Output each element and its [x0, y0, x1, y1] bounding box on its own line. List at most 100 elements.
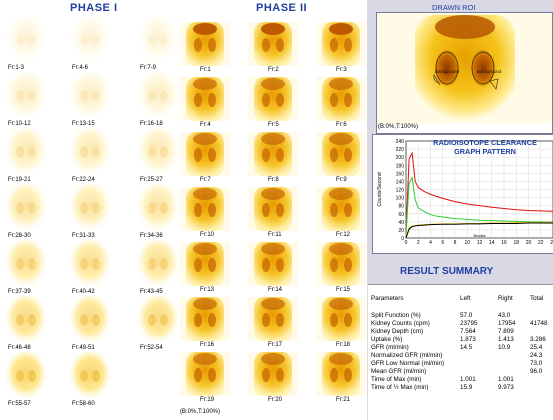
phase1-frame: Fr:19-21: [6, 128, 46, 186]
phase1-frame: Fr:49-51: [70, 296, 110, 354]
summary-right: 9.973: [498, 384, 514, 391]
phase1-frame-label: Fr:49-51: [72, 345, 95, 351]
phase2-frame: Fr:11: [248, 187, 298, 241]
summary-row: Kidney Depth (cm) 7.564 7.809: [368, 328, 553, 335]
phase2-frame-label: Fr:10: [200, 232, 215, 238]
phase1-frame-image: [138, 240, 178, 288]
phase1-frame-image: [70, 128, 110, 176]
summary-param: Time of ½ Max (min): [371, 384, 429, 391]
phase1-frame-image: [6, 352, 46, 400]
phase2-frame: Fr:8: [248, 132, 298, 186]
summary-right: 17954: [498, 320, 516, 327]
phase2-frame-label: Fr:8: [268, 177, 279, 183]
summary-right: 10.9: [498, 344, 511, 351]
x-tick-label: 24: [550, 240, 553, 246]
phase1-frame: Fr:55-57: [6, 352, 46, 410]
summary-param: Uptake (%): [371, 336, 403, 343]
summary-left: 1.873: [460, 336, 476, 343]
summary-row: Time of Max (min) 1.001 1.001: [368, 376, 553, 383]
phase2-frame-label: Fr:17: [268, 342, 283, 348]
phase1-frame-image: [70, 240, 110, 288]
plot-area: [405, 140, 553, 239]
phase1-frame-label: Fr:13-15: [72, 121, 95, 127]
y-tick-label: 240: [396, 139, 405, 145]
phase1-frame-image: [138, 296, 178, 344]
phase2-frame-image: [316, 242, 366, 286]
phase1-frame: Fr:13-15: [70, 72, 110, 130]
phase1-frame-image: [70, 16, 110, 64]
y-tick-label: 80: [398, 204, 404, 210]
phase1-frame-label: Fr:22-24: [72, 177, 95, 183]
x-tick-label: 20: [526, 240, 532, 246]
roi-title: DRAWN ROI: [432, 3, 476, 12]
phase1-frame-label: Fr:4-6: [72, 65, 89, 71]
phase1-frame-label: Fr:25-27: [140, 177, 163, 183]
y-axis-label: Counts/Second: [377, 172, 383, 206]
phase1-frame-label: Fr:55-57: [8, 401, 31, 407]
phase2-frame: Fr:21: [316, 352, 366, 406]
summary-param: Kidney Counts (cpm): [371, 320, 430, 327]
phase2-frame: Fr:19: [180, 352, 230, 406]
y-tick-label: 200: [396, 155, 405, 161]
summary-table: Parameters Left Right Total Split Functi…: [368, 284, 553, 420]
x-tick-label: 4: [429, 240, 432, 246]
series-line-black: [405, 222, 553, 239]
summary-total: 96.0: [530, 368, 543, 375]
phase2-frame-image: [248, 352, 298, 396]
roi-label-right: Background: [477, 69, 502, 74]
summary-row: Mean GFR (ml/min) 96.0: [368, 368, 553, 375]
header-right: Right: [498, 295, 513, 302]
y-tick-label: 40: [398, 220, 404, 226]
phase2-frame-image: [316, 187, 366, 231]
summary-left: 15.9: [460, 384, 473, 391]
phase1-frame-label: Fr:58-60: [72, 401, 95, 407]
phase2-frame-image: [316, 297, 366, 341]
header-total: Total: [530, 295, 544, 302]
summary-left: 14.5: [460, 344, 473, 351]
summary-total: 41748: [530, 320, 548, 327]
summary-row: Time of ½ Max (min) 15.9 9.973: [368, 384, 553, 391]
phase2-frame: Fr:17: [248, 297, 298, 351]
phase2-frame-image: [248, 242, 298, 286]
y-tick-label: 160: [396, 171, 405, 177]
phase1-frame: Fr:4-6: [70, 16, 110, 74]
summary-param: Split Function (%): [371, 312, 421, 319]
phase2-frame: Fr:1: [180, 22, 230, 76]
phase2-frame: Fr:5: [248, 77, 298, 131]
phase1-frame-label: Fr:31-33: [72, 233, 95, 239]
phase1-frame: Fr:16-18: [138, 72, 178, 130]
summary-param: Mean GFR (ml/min): [371, 368, 427, 375]
summary-total: 24.3: [530, 352, 543, 359]
summary-right: 1.413: [498, 336, 514, 343]
summary-left: 57.0: [460, 312, 473, 319]
phase2-frame-image: [180, 242, 230, 286]
phase2-frame-label: Fr:4: [200, 122, 211, 128]
x-tick-label: 6: [441, 240, 444, 246]
summary-left: 7.564: [460, 328, 476, 335]
phase2-frame-label: Fr:13: [200, 287, 215, 293]
phase2-frame-image: [180, 132, 230, 176]
phase1-frame-image: [70, 352, 110, 400]
phase1-frame: Fr:52-54: [138, 296, 178, 354]
phase2-frame: Fr:2: [248, 22, 298, 76]
summary-param: Kidney Depth (cm): [371, 328, 424, 335]
summary-left: 1.001: [460, 376, 476, 383]
summary-right: 1.001: [498, 376, 514, 383]
series-line-green: [405, 175, 553, 237]
phase1-frame-image: [6, 16, 46, 64]
phase2-frame: Fr:20: [248, 352, 298, 406]
y-tick-label: 0: [401, 236, 404, 242]
phase1-frame-label: Fr:43-45: [140, 289, 163, 295]
phase2-frame-image: [180, 187, 230, 231]
phase1-frame: Fr:34-36: [138, 184, 178, 242]
phase1-frame: Fr:43-45: [138, 240, 178, 298]
series-line-red: [405, 151, 553, 234]
phase1-frame: Fr:1-3: [6, 16, 46, 74]
phase1-frame-image: [138, 72, 178, 120]
phase2-frame-label: Fr:7: [200, 177, 211, 183]
phase2-frame-label: Fr:20: [268, 397, 283, 403]
summary-header-row: Parameters Left Right Total: [368, 295, 553, 302]
x-tick-label: 18: [513, 240, 519, 246]
phase2-frame: Fr:9: [316, 132, 366, 186]
summary-row: Uptake (%) 1.873 1.413 3.286: [368, 336, 553, 343]
